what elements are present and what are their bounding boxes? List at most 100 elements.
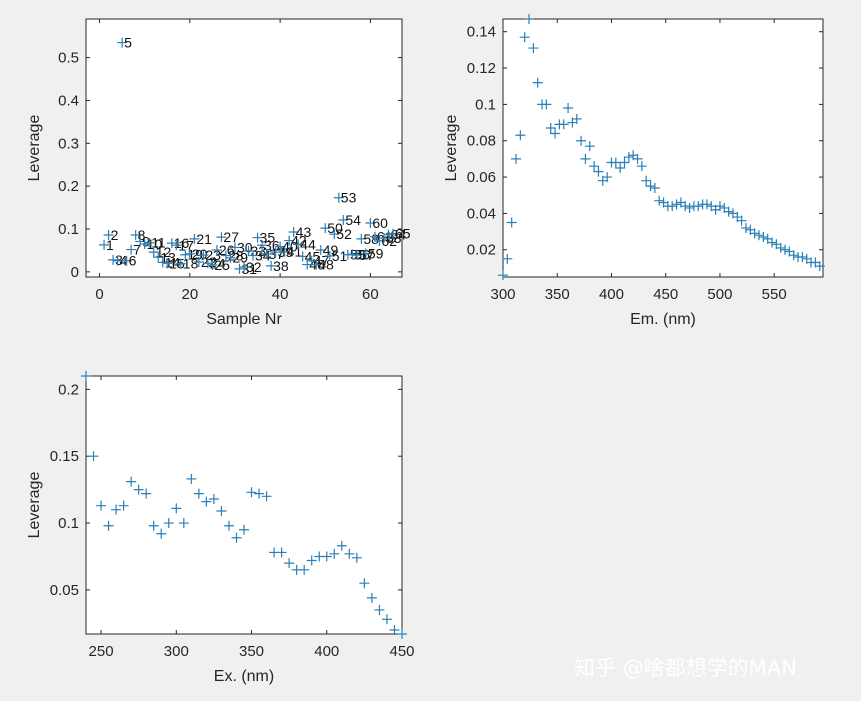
data-point-label: 21 <box>196 231 212 247</box>
data-point <box>266 260 277 271</box>
data-point <box>758 232 769 243</box>
data-point <box>193 488 204 499</box>
x-tick-label: 0 <box>95 286 103 303</box>
data-point <box>148 247 159 258</box>
x-axis-label: Em. (nm) <box>630 311 696 328</box>
data-point <box>180 249 191 260</box>
data-point <box>788 250 799 261</box>
data-point <box>117 37 128 48</box>
data-point <box>584 141 595 152</box>
data-point <box>351 552 362 563</box>
data-point <box>189 233 200 244</box>
data-point <box>336 540 347 551</box>
data-point <box>162 258 173 269</box>
data-point <box>243 245 254 256</box>
data-point <box>163 518 174 529</box>
y-tick-label: 0.1 <box>58 515 79 532</box>
data-point <box>157 257 168 268</box>
data-point <box>649 182 660 193</box>
data-point <box>207 260 218 270</box>
data-point <box>667 201 678 212</box>
data-point <box>112 255 123 266</box>
data-point <box>571 113 582 124</box>
data-point <box>610 157 621 168</box>
data-point <box>381 614 392 625</box>
x-tick-label: 550 <box>762 286 787 303</box>
data-point <box>270 247 281 258</box>
data-point <box>740 222 751 233</box>
plot-area <box>85 18 403 278</box>
data-point-label: 32 <box>246 259 262 275</box>
data-point <box>580 153 591 164</box>
data-point <box>148 520 159 531</box>
data-point <box>576 135 587 146</box>
x-tick-label: 400 <box>599 286 624 303</box>
data-point-label: 60 <box>372 215 388 231</box>
data-point-label: 59 <box>368 245 384 261</box>
data-point <box>389 624 400 635</box>
data-point-label: 10 <box>147 236 163 252</box>
data-point <box>545 123 556 134</box>
data-point <box>211 245 222 255</box>
data-point <box>96 500 107 511</box>
data-point-label: 12 <box>156 244 172 260</box>
data-point <box>749 228 760 239</box>
data-point <box>397 629 407 639</box>
data-point <box>515 130 526 141</box>
data-point <box>279 246 290 257</box>
leverage-vs-sample-panel: 0 20 40 60 0 0.1 0.2 0.3 0.4 0.5 Sample Nr Leverage… <box>26 18 411 328</box>
data-point <box>284 558 295 569</box>
data-point <box>141 488 152 499</box>
data-point-label: 6 <box>129 253 137 269</box>
data-point <box>186 473 197 484</box>
data-point <box>144 237 155 248</box>
data-point <box>329 229 340 240</box>
y-tick-label: 0.02 <box>467 242 496 259</box>
x-tick-label: 300 <box>490 286 515 303</box>
data-point <box>797 252 808 263</box>
y-tick-label: 0.12 <box>467 60 496 77</box>
data-point <box>103 230 114 240</box>
data-point <box>171 240 182 251</box>
data-point <box>615 162 626 173</box>
data-point <box>563 103 574 114</box>
data-point <box>632 153 643 164</box>
data-point <box>701 199 712 210</box>
data-point-label: 9 <box>142 233 150 249</box>
y-tick-label: 0.4 <box>58 92 79 109</box>
y-tick-label: 0.05 <box>50 582 79 599</box>
leverage-vs-excitation-panel: 250 300 350 400 450 0.05 0.1 0.15 0.2 Ex. (nm) Lev… <box>26 371 415 685</box>
y-axis-label: Leverage <box>26 472 43 539</box>
data-point <box>118 500 129 511</box>
data-point-label: 16 <box>174 235 190 251</box>
data-point <box>366 592 377 603</box>
data-point <box>736 215 747 226</box>
x-tick-label: 450 <box>653 286 678 303</box>
y-tick-label: 0.04 <box>467 205 496 222</box>
data-point <box>333 192 344 203</box>
data-point-label: 35 <box>260 230 276 246</box>
data-point <box>202 258 213 269</box>
data-point <box>693 201 704 212</box>
data-point <box>329 548 340 559</box>
data-point-label: 40 <box>282 239 298 255</box>
data-point <box>347 249 358 260</box>
data-point <box>775 242 786 253</box>
data-point-label: 50 <box>327 220 343 236</box>
plot-area <box>85 375 403 635</box>
x-tick-label: 40 <box>272 286 289 303</box>
data-point <box>126 244 137 255</box>
data-point-label: 8 <box>138 227 146 243</box>
y-tick-label: 0.15 <box>50 448 79 465</box>
data-point-label: 38 <box>273 258 289 274</box>
data-point <box>175 258 186 269</box>
data-point <box>623 152 634 163</box>
data-point <box>225 252 236 263</box>
data-point-label: 57 <box>359 247 375 263</box>
y-tick-label: 0 <box>71 264 79 281</box>
y-axis-label: Leverage <box>443 115 460 182</box>
x-tick-label: 400 <box>314 643 339 660</box>
data-point <box>502 253 513 264</box>
data-point <box>208 493 219 504</box>
